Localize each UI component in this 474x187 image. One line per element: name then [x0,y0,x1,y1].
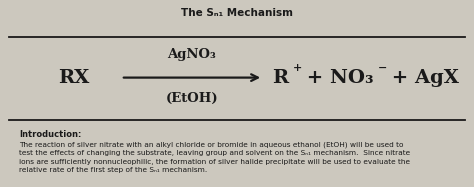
Text: −: − [378,62,387,73]
Text: + AgX: + AgX [385,69,459,87]
Text: RX: RX [58,69,89,87]
Text: AgNO₃: AgNO₃ [168,48,216,61]
Text: (EtOH): (EtOH) [165,92,219,105]
Text: R: R [273,69,289,87]
Text: + NO₃: + NO₃ [300,69,374,87]
Text: The reaction of silver nitrate with an alkyl chloride or bromide in aqueous etha: The reaction of silver nitrate with an a… [19,141,410,173]
Text: +: + [292,62,302,73]
Text: Introduction:: Introduction: [19,130,82,139]
Text: The Sₙ₁ Mechanism: The Sₙ₁ Mechanism [181,8,293,18]
